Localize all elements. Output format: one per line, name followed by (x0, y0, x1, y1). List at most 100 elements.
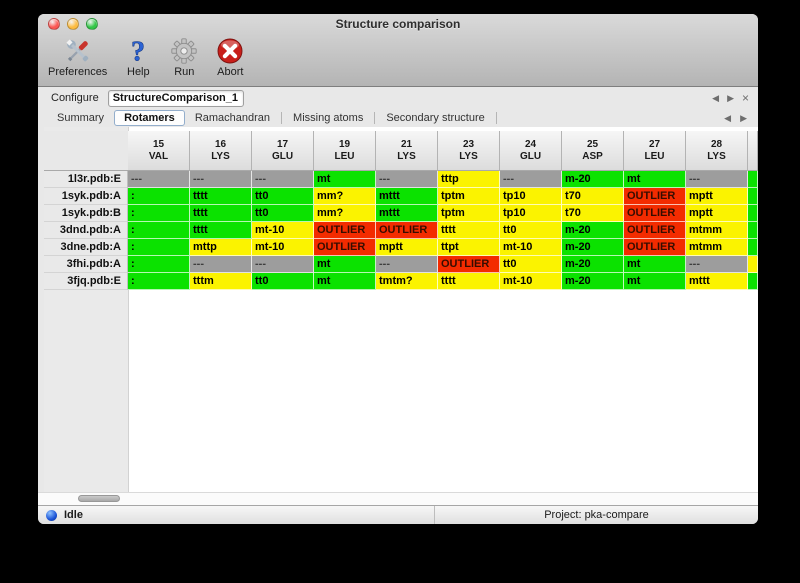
rotamer-cell[interactable]: OUTLIER (624, 205, 686, 222)
rotamer-cell[interactable]: mtmm (686, 239, 748, 256)
column-header-24[interactable]: 24 GLU (500, 131, 562, 171)
rotamer-cell[interactable]: OUTLIER (624, 239, 686, 256)
rotamer-cell[interactable]: mt (624, 273, 686, 290)
rotamer-cell[interactable]: --- (190, 256, 252, 273)
column-header-16[interactable]: 16 LYS (190, 131, 252, 171)
rotamer-cell[interactable]: --- (686, 256, 748, 273)
rotamer-cell[interactable]: --- (686, 171, 748, 188)
tab-ramachandran[interactable]: Ramachandran (194, 112, 271, 124)
rotamer-cell[interactable]: mttt (376, 205, 438, 222)
horizontal-scrollbar[interactable] (38, 492, 758, 505)
row-header[interactable]: 1l3r.pdb:E (44, 171, 128, 188)
rotamer-cell[interactable]: tptm (438, 188, 500, 205)
rotamer-cell[interactable]: m-20 (562, 273, 624, 290)
rotamer-cell[interactable]: --- (500, 171, 562, 188)
rotamer-cell[interactable]: tt0 (500, 222, 562, 239)
rotamer-cell[interactable]: mtmm (686, 222, 748, 239)
rotamer-cell[interactable]: --- (252, 171, 314, 188)
title-bar[interactable]: Structure comparison (38, 14, 758, 34)
row-header[interactable]: 3fjq.pdb:E (44, 273, 128, 290)
rotamer-cell[interactable]: : (128, 222, 190, 239)
rotamer-cell[interactable]: mm? (314, 205, 376, 222)
zoom-button[interactable] (86, 18, 98, 30)
rotamer-cell[interactable]: OUTLIER (376, 222, 438, 239)
tab-rotamers[interactable]: Rotamers (114, 110, 185, 126)
column-header-23[interactable]: 23 LYS (438, 131, 500, 171)
forward-icon[interactable]: ▶ (727, 92, 734, 103)
scrollbar-thumb[interactable] (78, 495, 120, 502)
rotamer-cell-clipped[interactable] (748, 256, 758, 273)
rotamer-cell[interactable]: mt-10 (500, 239, 562, 256)
tab-summary[interactable]: Summary (57, 112, 105, 124)
rotamer-cell[interactable]: m-20 (562, 222, 624, 239)
column-header-19[interactable]: 19 LEU (314, 131, 376, 171)
rotamer-cell[interactable]: mptt (686, 188, 748, 205)
rotamer-cell[interactable]: m-20 (562, 171, 624, 188)
column-header-27[interactable]: 27 LEU (624, 131, 686, 171)
rotamer-cell[interactable]: tt0 (252, 188, 314, 205)
rotamer-cell[interactable]: : (128, 256, 190, 273)
column-header-21[interactable]: 21 LYS (376, 131, 438, 171)
rotamer-cell[interactable]: --- (252, 256, 314, 273)
row-header[interactable]: 1syk.pdb:A (44, 188, 128, 205)
column-header-17[interactable]: 17 GLU (252, 131, 314, 171)
rotamer-cell[interactable]: mptt (686, 205, 748, 222)
row-header[interactable]: 3fhi.pdb:A (44, 256, 128, 273)
rotamer-cell[interactable]: OUTLIER (624, 222, 686, 239)
rotamer-cell[interactable]: mt-10 (252, 239, 314, 256)
rotamer-cell[interactable]: t70 (562, 188, 624, 205)
rotamer-cell-clipped[interactable] (748, 188, 758, 205)
rotamer-cell[interactable]: mttt (686, 273, 748, 290)
rotamer-cell-clipped[interactable] (748, 205, 758, 222)
rotamer-cell[interactable]: m-20 (562, 256, 624, 273)
rotamer-cell[interactable]: tt0 (500, 256, 562, 273)
rotamer-cell-clipped[interactable] (748, 171, 758, 188)
rotamer-cell[interactable]: : (128, 273, 190, 290)
rotamer-cell[interactable]: tttt (438, 222, 500, 239)
toolbar-help-button[interactable]: ? Help (123, 36, 153, 78)
rotamer-cell[interactable]: tp10 (500, 188, 562, 205)
rotamer-cell[interactable]: mt-10 (252, 222, 314, 239)
rotamer-cell[interactable]: --- (128, 171, 190, 188)
back-icon[interactable]: ◀ (724, 112, 732, 123)
rotamer-cell[interactable]: tttm (190, 273, 252, 290)
configure-name-input[interactable] (107, 89, 244, 107)
rotamer-cell[interactable]: tttp (438, 171, 500, 188)
rotamer-cell[interactable]: : (128, 205, 190, 222)
close-button[interactable] (48, 18, 60, 30)
rotamer-cell[interactable]: OUTLIER (314, 239, 376, 256)
rotamer-cell[interactable]: : (128, 239, 190, 256)
rotamer-cell[interactable]: m-20 (562, 239, 624, 256)
minimize-button[interactable] (67, 18, 79, 30)
rotamer-cell[interactable]: mt (314, 256, 376, 273)
rotamer-cell[interactable]: mt-10 (500, 273, 562, 290)
rotamer-cell[interactable]: mttt (376, 188, 438, 205)
toolbar-run-button[interactable]: Run (169, 36, 199, 78)
rotamer-cell[interactable]: --- (376, 256, 438, 273)
tab-missing-atoms[interactable]: Missing atoms (293, 112, 364, 124)
rotamer-cell[interactable]: tttt (190, 222, 252, 239)
row-header[interactable]: 1syk.pdb:B (44, 205, 128, 222)
rotamer-cell[interactable]: OUTLIER (624, 188, 686, 205)
rotamer-cell[interactable]: mptt (376, 239, 438, 256)
rotamer-cell[interactable]: --- (376, 171, 438, 188)
rotamer-cell[interactable]: tt0 (252, 205, 314, 222)
rotamer-cell[interactable]: tp10 (500, 205, 562, 222)
rotamer-cell[interactable]: --- (190, 171, 252, 188)
row-header[interactable]: 3dnd.pdb:A (44, 222, 128, 239)
rotamer-cell[interactable]: tttt (438, 273, 500, 290)
rotamer-cell[interactable]: mt (624, 171, 686, 188)
rotamer-cell[interactable]: tt0 (252, 273, 314, 290)
rotamer-cell-clipped[interactable] (748, 222, 758, 239)
rotamer-cell[interactable]: mm? (314, 188, 376, 205)
forward-icon[interactable]: ▶ (740, 112, 747, 123)
row-header[interactable]: 3dne.pdb:A (44, 239, 128, 256)
rotamer-cell[interactable]: mt (624, 256, 686, 273)
rotamer-cell[interactable]: : (128, 188, 190, 205)
rotamer-cell[interactable]: tmtm? (376, 273, 438, 290)
back-icon[interactable]: ◀ (712, 92, 720, 103)
rotamer-cell-clipped[interactable] (748, 239, 758, 256)
rotamer-cell[interactable]: OUTLIER (314, 222, 376, 239)
rotamer-cell[interactable]: OUTLIER (438, 256, 500, 273)
toolbar-abort-button[interactable]: Abort (215, 36, 245, 78)
